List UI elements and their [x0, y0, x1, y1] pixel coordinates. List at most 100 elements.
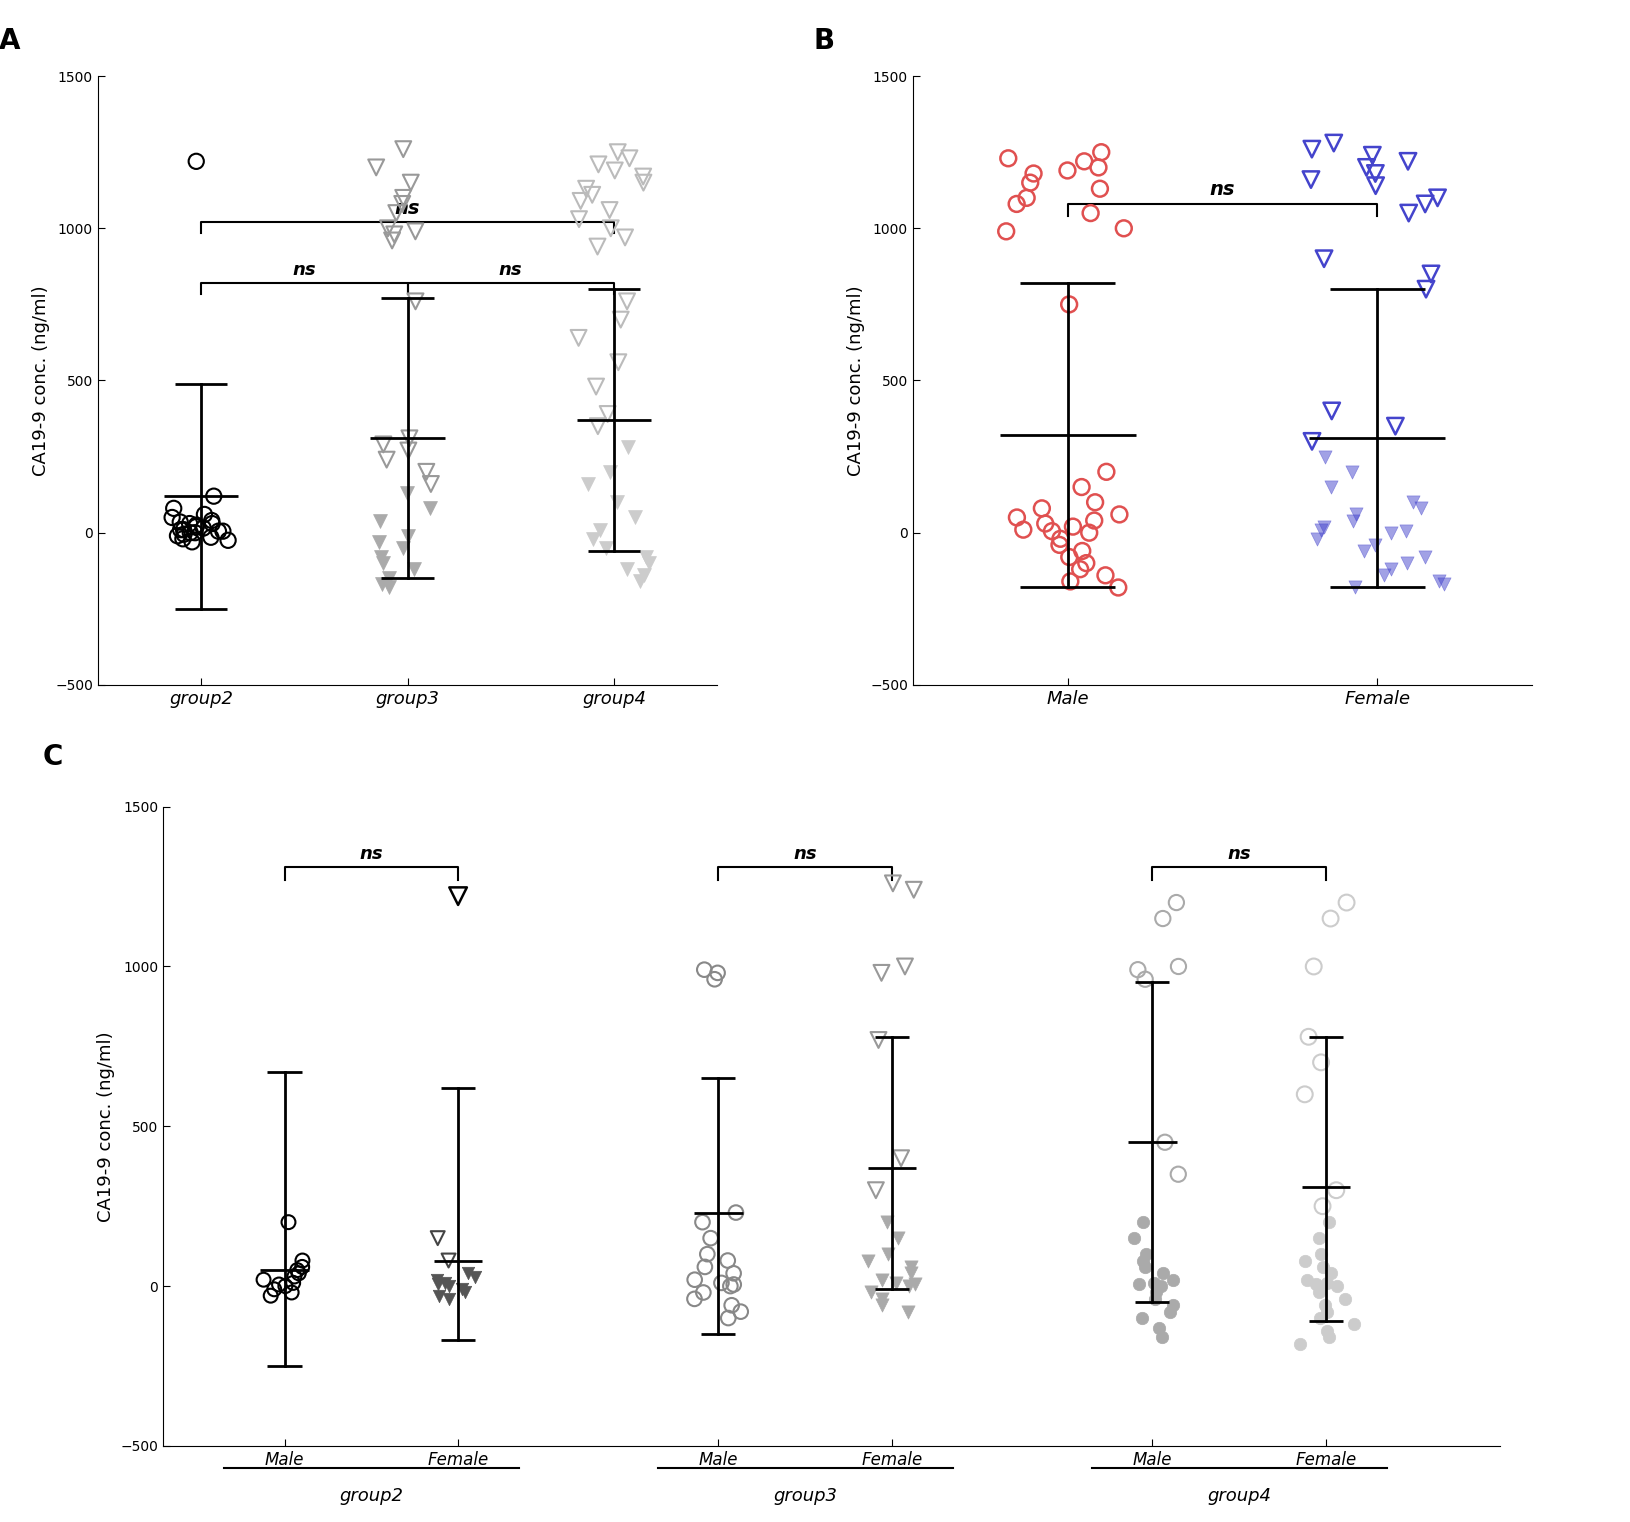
Point: [272, 1274, 298, 1298]
Point: [566, 207, 592, 231]
Point: [575, 472, 601, 496]
Point: [1071, 149, 1097, 174]
Point: [869, 1294, 895, 1318]
Text: group2: group2: [339, 1487, 403, 1505]
Point: [574, 177, 600, 201]
Point: [205, 519, 231, 543]
Point: [396, 438, 422, 463]
Point: [1011, 517, 1037, 542]
Point: [903, 1272, 929, 1297]
Point: [1317, 475, 1343, 499]
Point: [719, 1294, 745, 1318]
Point: [383, 201, 409, 225]
Point: [598, 216, 624, 240]
Point: [1069, 475, 1095, 499]
Text: ns: ns: [794, 845, 817, 863]
Point: [1314, 1318, 1340, 1342]
Point: [417, 496, 443, 521]
Point: [390, 536, 416, 560]
Point: [435, 1248, 461, 1272]
Point: [1340, 460, 1366, 484]
Point: [1395, 149, 1421, 174]
Point: [689, 1210, 716, 1234]
Point: [595, 402, 621, 426]
Point: [1306, 1227, 1332, 1251]
Point: [615, 289, 641, 314]
Point: [1315, 1210, 1341, 1234]
Point: [1304, 1272, 1330, 1297]
Point: [1130, 1306, 1156, 1330]
Point: [1060, 514, 1086, 539]
Point: [1363, 161, 1389, 186]
Point: [1164, 890, 1190, 915]
Point: [601, 158, 628, 183]
Point: [394, 481, 421, 505]
Point: [579, 183, 605, 207]
Point: [381, 222, 408, 247]
Point: [401, 557, 427, 581]
Point: [390, 137, 416, 161]
Point: [432, 1271, 458, 1295]
Text: ns: ns: [292, 260, 316, 279]
Point: [897, 1274, 923, 1298]
Point: [691, 1254, 717, 1278]
Point: [1157, 1300, 1183, 1324]
Point: [580, 527, 606, 551]
Point: [1004, 192, 1030, 216]
Point: [1400, 490, 1426, 514]
Point: [1068, 557, 1094, 581]
Point: [1307, 1242, 1333, 1266]
Point: [414, 460, 440, 484]
Point: [691, 957, 717, 982]
Point: [1133, 1254, 1159, 1278]
Point: [210, 519, 236, 543]
Point: [1017, 170, 1043, 195]
Point: [869, 1286, 895, 1310]
Point: [284, 1257, 310, 1282]
Point: [720, 1262, 747, 1286]
Point: [370, 551, 396, 575]
Point: [1408, 496, 1434, 521]
Y-axis label: CA19-9 conc. (ng/ml): CA19-9 conc. (ng/ml): [96, 1030, 114, 1222]
Point: [1014, 186, 1040, 210]
Point: [160, 505, 186, 530]
Point: [883, 1271, 910, 1295]
Point: [1425, 186, 1451, 210]
Point: [394, 524, 421, 548]
Point: [396, 426, 422, 451]
Point: [714, 1248, 740, 1272]
Point: [1294, 1268, 1320, 1292]
Point: [1046, 533, 1073, 557]
Point: [857, 1280, 883, 1304]
Point: [585, 234, 611, 259]
Point: [1038, 519, 1064, 543]
Point: [285, 1262, 311, 1286]
Point: [1426, 569, 1452, 594]
Point: [880, 871, 906, 895]
Point: [1340, 508, 1366, 533]
Point: [1056, 545, 1082, 569]
Point: [1073, 551, 1099, 575]
Point: [869, 1268, 895, 1292]
Point: [1431, 572, 1457, 597]
Point: [1363, 174, 1389, 198]
Point: [1382, 414, 1408, 438]
Point: [261, 1277, 287, 1301]
Point: [626, 569, 652, 594]
Point: [290, 1248, 316, 1272]
Point: [1343, 502, 1369, 527]
Point: [398, 170, 424, 195]
Point: [1055, 158, 1081, 183]
Text: ns: ns: [499, 260, 523, 279]
Point: [1301, 954, 1327, 979]
Point: [597, 198, 623, 222]
Text: ns: ns: [360, 845, 383, 863]
Point: [183, 149, 209, 174]
Point: [1069, 539, 1095, 563]
Point: [621, 505, 647, 530]
Point: [1133, 966, 1159, 991]
Point: [701, 966, 727, 991]
Point: [1314, 1271, 1340, 1295]
Point: [1307, 1306, 1333, 1330]
Point: [885, 1227, 911, 1251]
